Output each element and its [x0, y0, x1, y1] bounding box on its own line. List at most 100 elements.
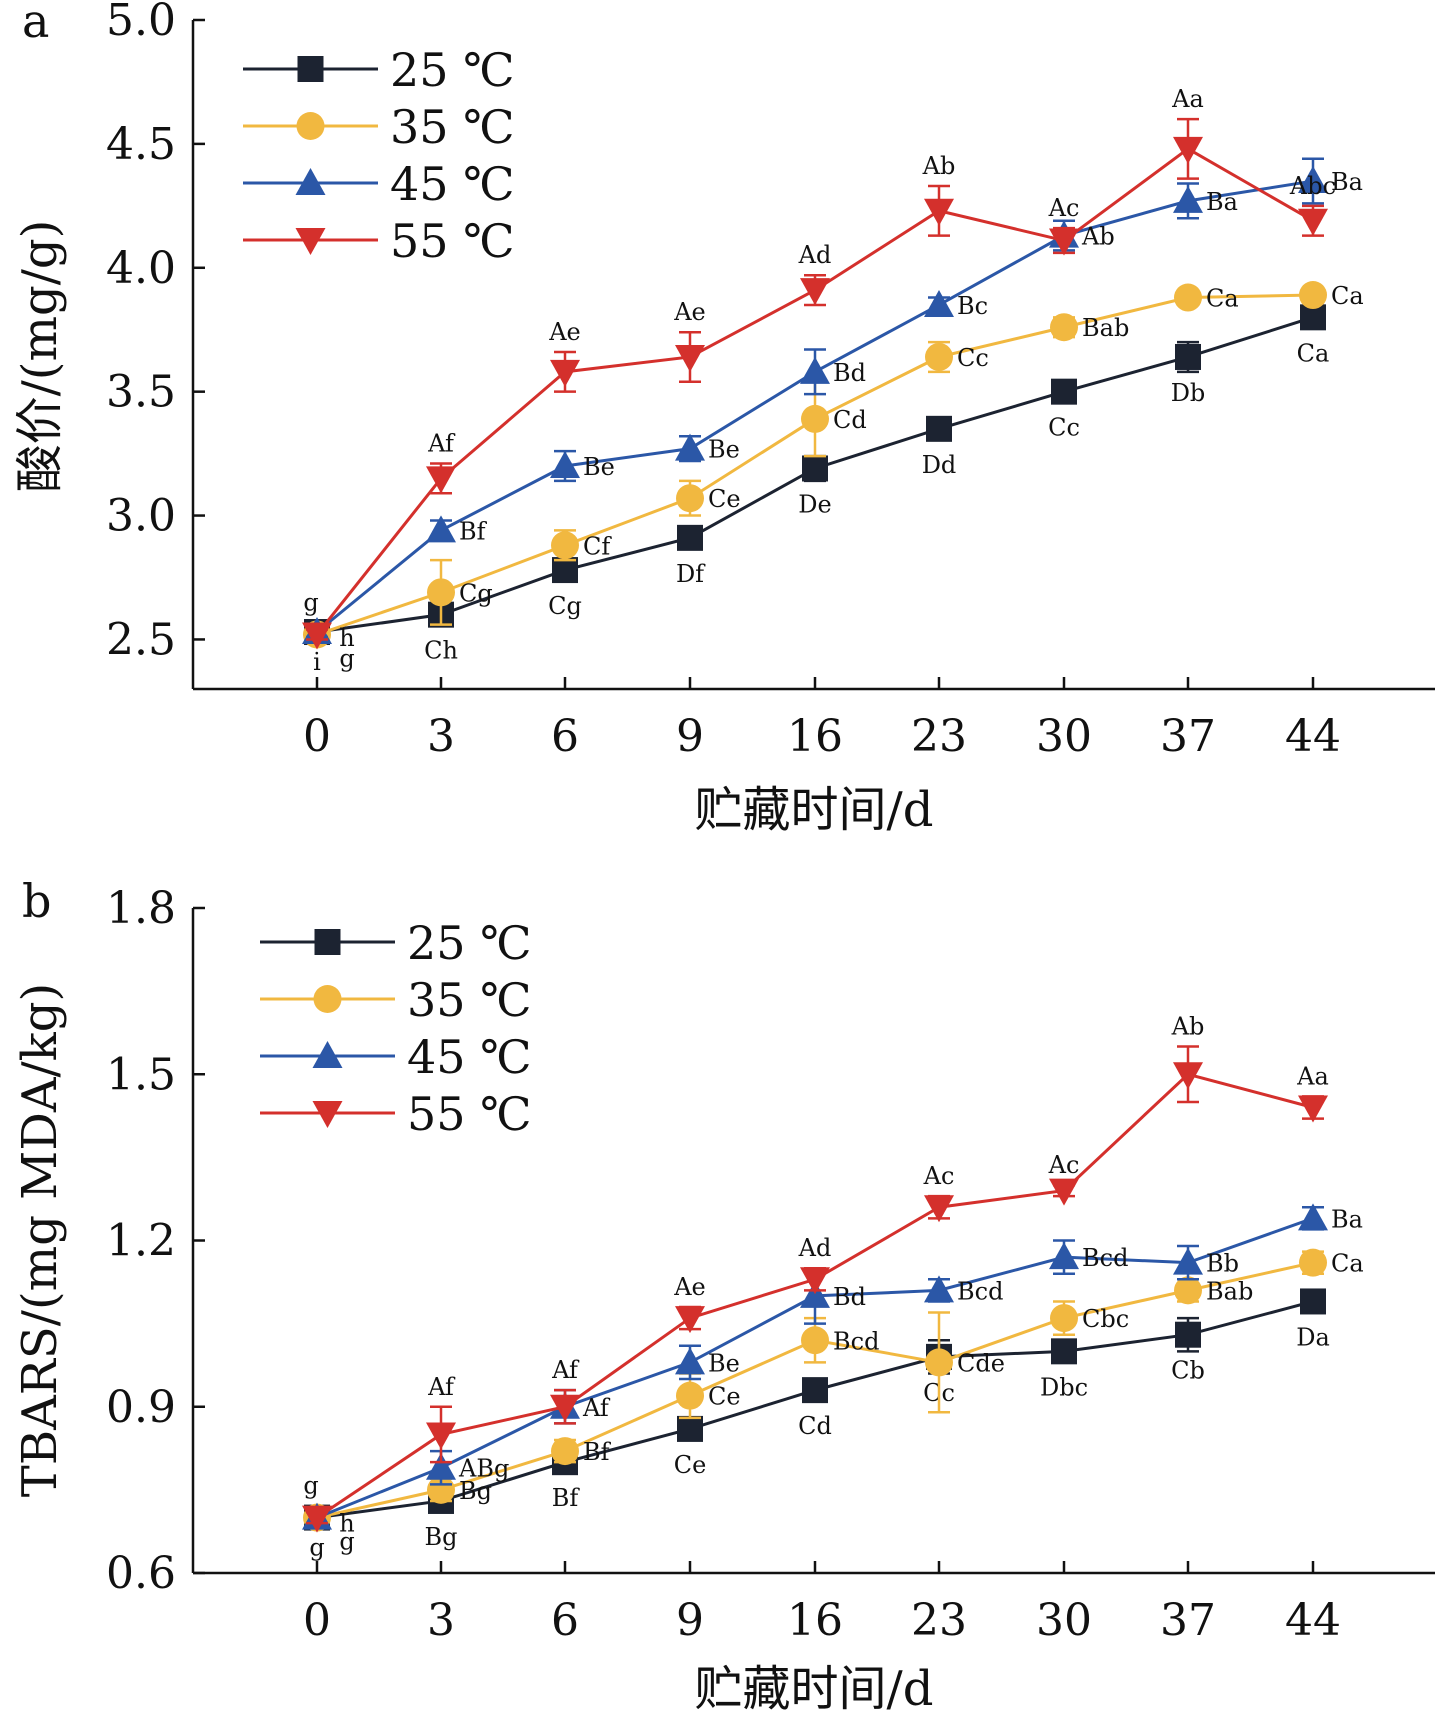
- significance-label: Ca: [1331, 282, 1364, 310]
- significance-label: ABg: [458, 1455, 509, 1483]
- significance-label: Dd: [922, 451, 957, 479]
- significance-label: g: [303, 1472, 318, 1500]
- data-point: [426, 466, 456, 494]
- significance-label: Ae: [673, 1273, 706, 1301]
- series-circle: g Bg Bf Ce Bcd Cde Cbc Bab Ca: [303, 1248, 1364, 1556]
- series-triangle-up: h Bf Be Be Bd Bc Ab Ba Ba: [302, 157, 1363, 652]
- data-point: [1050, 313, 1078, 342]
- data-point: [802, 455, 828, 482]
- legend-label: 25 ℃: [407, 916, 532, 970]
- x-tick-label: 23: [911, 1595, 967, 1646]
- significance-label: Bcd: [1082, 1244, 1128, 1272]
- significance-label: Bf: [552, 1484, 581, 1512]
- data-point: [1175, 343, 1201, 370]
- significance-label: Ce: [708, 1383, 741, 1411]
- significance-label: Ce: [708, 485, 741, 513]
- legend-label: 45 ℃: [390, 157, 515, 211]
- significance-label: Bb: [1206, 1250, 1239, 1278]
- data-point: [426, 515, 456, 543]
- significance-label: Bf: [583, 1438, 612, 1466]
- significance-label: h: [339, 1510, 354, 1538]
- significance-label: De: [798, 490, 831, 518]
- data-point: [924, 198, 954, 226]
- y-tick-label: 1.2: [106, 1216, 176, 1267]
- data-point: [427, 578, 455, 607]
- x-tick-label: 0: [303, 711, 331, 762]
- data-point: [676, 1381, 704, 1410]
- data-point: [1299, 1248, 1327, 1277]
- data-point: [924, 1195, 954, 1223]
- significance-label: Ab: [1171, 1013, 1205, 1041]
- significance-label: Bab: [1206, 1277, 1253, 1305]
- x-tick-label: 9: [676, 1595, 704, 1646]
- data-point: [924, 289, 954, 317]
- legend-marker: [314, 929, 341, 955]
- data-point: [800, 1267, 830, 1295]
- y-tick-label: 2.5: [106, 614, 176, 665]
- significance-label: Aa: [1171, 85, 1204, 113]
- significance-label: g: [339, 644, 354, 672]
- significance-label: Af: [427, 430, 456, 458]
- legend-label: 25 ℃: [390, 43, 515, 97]
- y-tick-label: 5.0: [106, 0, 176, 46]
- data-point: [802, 1377, 828, 1404]
- data-point: [302, 622, 332, 650]
- data-point: [1173, 136, 1203, 164]
- data-point: [675, 344, 705, 372]
- legend-label: 35 ℃: [407, 973, 532, 1027]
- legend-label: 35 ℃: [390, 100, 515, 154]
- significance-label: Af: [427, 1373, 456, 1401]
- series-circle: g Cg Cf Ce Cd Cc Bab Ca Ca: [303, 281, 1364, 672]
- significance-label: g: [303, 588, 318, 616]
- significance-label: Bg: [425, 1523, 458, 1551]
- data-point: [550, 451, 580, 478]
- data-point: [677, 1415, 703, 1442]
- legend-item: 55 ℃: [260, 1087, 532, 1141]
- data-point: [1173, 185, 1203, 213]
- legend-item: 35 ℃: [243, 100, 515, 154]
- legend-item: 45 ℃: [260, 1030, 532, 1084]
- legend-marker: [297, 56, 324, 82]
- significance-label: Af: [551, 1356, 580, 1384]
- legend-marker: [313, 985, 342, 1013]
- data-point: [1298, 166, 1328, 194]
- y-tick-label: 0.9: [106, 1382, 176, 1433]
- y-tick-label: 4.0: [106, 243, 176, 294]
- legend-item: 45 ℃: [243, 157, 515, 211]
- data-point: [1051, 378, 1077, 405]
- y-tick-label: 4.5: [106, 119, 176, 170]
- legend-label: 55 ℃: [407, 1087, 532, 1141]
- significance-label: Ba: [1331, 168, 1363, 196]
- legend-marker: [296, 112, 325, 140]
- x-tick-label: 30: [1036, 1595, 1092, 1646]
- significance-label: Ba: [1206, 188, 1238, 216]
- significance-label: Ca: [1297, 339, 1330, 367]
- legend-label: 45 ℃: [407, 1030, 532, 1084]
- x-tick-label: 9: [676, 711, 704, 762]
- data-point: [1300, 1288, 1326, 1315]
- data-point: [1174, 283, 1202, 312]
- significance-label: Ad: [798, 241, 832, 269]
- y-tick-label: 3.0: [106, 491, 176, 542]
- significance-label: g: [339, 1528, 354, 1556]
- significance-label: Ae: [548, 318, 581, 346]
- panel-a-acid-value-chart: a 酸价/(mg/g) 贮藏时间/d 2.5 3.0 3.5 4.0 4.5 5.0 0 3 6…: [12, 0, 1435, 838]
- significance-label: Bg: [459, 1477, 492, 1505]
- data-point: [302, 1505, 332, 1533]
- significance-label: Be: [708, 436, 740, 464]
- significance-label: Cd: [833, 406, 867, 434]
- significance-label: Cbc: [1082, 1305, 1129, 1333]
- data-point: [1173, 1247, 1203, 1275]
- data-point: [1049, 1178, 1079, 1206]
- x-tick-label: 6: [551, 1595, 579, 1646]
- significance-label: Ab: [922, 152, 956, 180]
- y-axis-title: TBARS/(mg MDA/kg): [12, 983, 68, 1497]
- significance-label: Ac: [923, 1162, 955, 1190]
- x-axis-title: 贮藏时间/d: [695, 1661, 934, 1714]
- significance-label: Ce: [674, 1451, 707, 1479]
- data-point: [1051, 1338, 1077, 1365]
- data-point: [427, 1475, 455, 1504]
